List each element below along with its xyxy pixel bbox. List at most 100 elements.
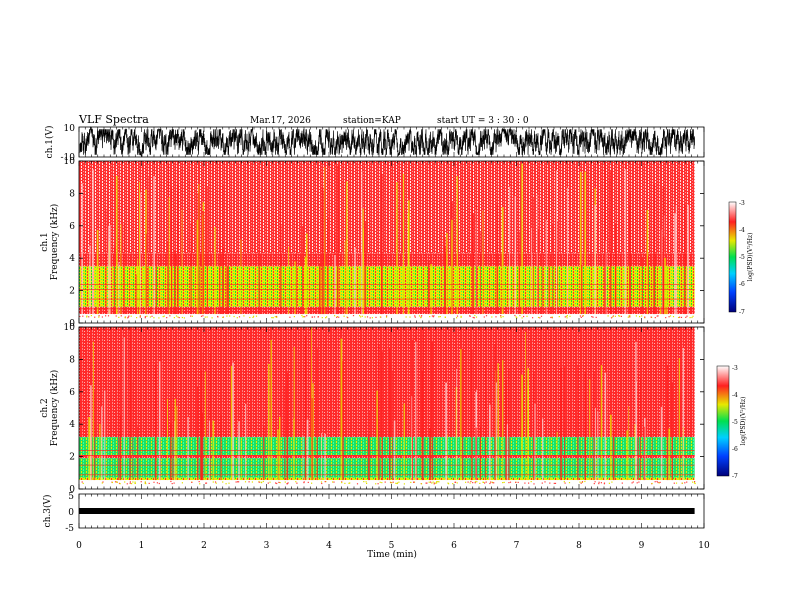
spectrogram-dot bbox=[88, 316, 90, 318]
spectrogram-dot bbox=[456, 482, 458, 484]
spectrogram-streak bbox=[506, 424, 508, 485]
spectrogram-dot bbox=[258, 480, 260, 483]
x-tick-label: 0 bbox=[76, 541, 82, 551]
spectrogram-dot bbox=[317, 316, 319, 318]
spectrogram-dot bbox=[467, 481, 469, 483]
spectrogram-dot bbox=[384, 481, 386, 483]
spectrogram-streak bbox=[661, 229, 663, 319]
spectrogram-dot bbox=[523, 315, 525, 318]
spectrogram-streak bbox=[480, 232, 481, 319]
spectrogram-streak bbox=[202, 211, 205, 319]
spectrogram-dot bbox=[612, 315, 614, 317]
spectrogram-dot bbox=[369, 317, 371, 319]
spectrogram-streak bbox=[198, 184, 200, 319]
spectrogram-streak bbox=[129, 327, 131, 485]
spectrogram-dot bbox=[431, 315, 433, 317]
spectrogram-streak bbox=[593, 371, 595, 485]
spectrogram-streak bbox=[533, 197, 534, 319]
spectrogram-dot bbox=[456, 317, 458, 319]
spectrogram-dot bbox=[403, 483, 405, 485]
spectrogram-streak bbox=[635, 341, 637, 485]
spectrogram-dot bbox=[272, 317, 274, 319]
spectrogram-streak bbox=[501, 207, 504, 319]
spectrogram-dot bbox=[145, 483, 147, 485]
spectrogram-dot bbox=[375, 316, 377, 318]
spectrogram-dot bbox=[169, 315, 171, 317]
spectrogram-dot bbox=[94, 316, 96, 318]
spectrogram-dot bbox=[348, 482, 350, 484]
spectrogram-dot bbox=[105, 315, 107, 317]
ch1-ytick-bottom: -10 bbox=[61, 153, 76, 163]
spectrogram-dot bbox=[460, 316, 462, 318]
spectrogram-dot bbox=[199, 483, 201, 485]
x-tick-label: 8 bbox=[576, 541, 582, 551]
spectrogram-streak bbox=[456, 368, 457, 485]
spectrogram-dot bbox=[495, 316, 497, 318]
spectrogram-dot bbox=[431, 482, 433, 484]
spectrogram-streak bbox=[118, 262, 120, 319]
spectrogram-streak bbox=[204, 371, 206, 485]
spectrogram-dot bbox=[276, 316, 278, 318]
spectrogram-dot bbox=[694, 482, 696, 485]
spectrogram-dot bbox=[692, 315, 694, 317]
spectrogram-streak bbox=[545, 219, 547, 319]
spectrogram-dot bbox=[390, 482, 392, 484]
spectrogram-dot bbox=[287, 482, 289, 484]
spectrogram-dot bbox=[686, 315, 688, 317]
spectrogram-streak bbox=[222, 247, 224, 319]
spectrogram-dot bbox=[360, 316, 362, 318]
ch2-colorbar-tick: -6 bbox=[732, 446, 738, 453]
spectrogram-dot bbox=[139, 316, 141, 318]
spectrogram-dot bbox=[628, 315, 630, 317]
spectrogram-dot bbox=[433, 483, 435, 485]
spectrogram-dot bbox=[127, 317, 129, 319]
spectrogram-dot bbox=[650, 316, 652, 318]
spectrogram-streak bbox=[381, 173, 383, 319]
spectrogram-dot bbox=[410, 481, 412, 483]
spectrogram-streak bbox=[674, 213, 676, 319]
spectrogram-dot bbox=[472, 482, 474, 484]
spectrogram-dot bbox=[391, 482, 393, 484]
spectrogram-streak bbox=[605, 240, 607, 319]
spectrogram-streak bbox=[600, 365, 603, 485]
spectrogram-streak bbox=[475, 427, 477, 485]
ch1-ytick-label: 8 bbox=[69, 189, 75, 199]
spectrogram-streak bbox=[240, 239, 242, 319]
spectrogram-dot bbox=[635, 315, 637, 317]
spectrogram-dot bbox=[332, 481, 334, 483]
spectrogram-streak bbox=[363, 228, 364, 319]
ch2-spectrogram-panel: 0 2 4 6 8 10 ch.2 Frequency (kHz) -3 -4 -5 -6… bbox=[40, 323, 747, 495]
spectrogram-streak bbox=[140, 192, 141, 319]
spectrogram-dot bbox=[343, 315, 345, 317]
spectrogram-streak bbox=[324, 167, 326, 319]
spectrogram-dot bbox=[158, 482, 160, 485]
spectrogram-streak bbox=[190, 223, 192, 319]
x-tick-label: 3 bbox=[264, 541, 270, 551]
spectrogram-streak bbox=[316, 348, 318, 485]
spectrogram-dot bbox=[524, 482, 526, 484]
spectrogram-dot bbox=[129, 481, 131, 483]
spectrogram-dot bbox=[474, 314, 476, 317]
spectrogram-streak bbox=[202, 352, 204, 485]
spectrogram-dot bbox=[580, 316, 582, 318]
spectrogram-dot bbox=[539, 317, 541, 319]
spectrogram-dot bbox=[303, 316, 305, 318]
header-start-time: start UT = 3 : 30 : 0 bbox=[437, 116, 529, 126]
spectrogram-dot bbox=[211, 317, 213, 319]
spectrogram-streak bbox=[120, 415, 122, 485]
spectrogram-dot bbox=[381, 482, 383, 484]
spectrogram-dot bbox=[289, 316, 291, 318]
header-date: Mar.17, 2026 bbox=[250, 116, 311, 126]
spectrogram-streak bbox=[220, 415, 222, 485]
spectrogram-dot bbox=[579, 481, 581, 483]
ch1-ytick-top: 10 bbox=[64, 124, 76, 134]
spectrogram-dot bbox=[144, 317, 146, 319]
ch1-waveform-panel: 10 -10 ch.1(V) bbox=[44, 124, 705, 163]
spectrogram-dot bbox=[654, 317, 656, 319]
spectrogram-dot bbox=[321, 482, 323, 485]
spectrogram-streak bbox=[135, 274, 137, 319]
spectrogram-dot bbox=[526, 315, 528, 317]
spectrogram-streak bbox=[525, 332, 526, 485]
spectrogram-dot bbox=[81, 481, 83, 483]
